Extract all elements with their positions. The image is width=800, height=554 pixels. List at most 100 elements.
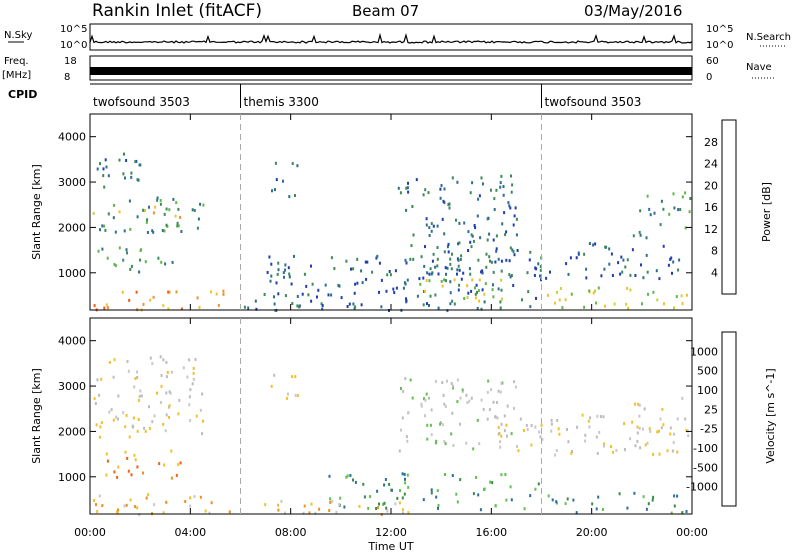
cpid-segments: twofsound 3503 themis 3300 twofsound 3503 xyxy=(93,84,641,109)
data-cell xyxy=(567,272,570,276)
data-cell xyxy=(331,499,334,503)
data-cell xyxy=(436,489,439,493)
data-cell xyxy=(123,152,125,156)
data-cell xyxy=(476,214,479,218)
data-cell xyxy=(401,472,404,476)
data-cell xyxy=(554,301,556,305)
data-cell xyxy=(199,408,202,412)
data-cell xyxy=(383,483,386,487)
data-cell xyxy=(93,499,96,502)
data-cell xyxy=(160,384,163,388)
data-cell xyxy=(354,480,357,484)
data-cell xyxy=(625,302,628,306)
data-cell xyxy=(505,423,508,427)
data-cell xyxy=(166,371,169,374)
data-cell xyxy=(420,255,423,259)
data-cell xyxy=(686,293,688,297)
data-cell xyxy=(445,279,447,283)
data-cell xyxy=(123,229,126,233)
data-cell xyxy=(165,207,168,211)
data-cell xyxy=(168,208,171,212)
data-cell xyxy=(199,495,202,499)
data-cell xyxy=(547,494,550,498)
data-cell xyxy=(425,223,428,227)
data-cell xyxy=(143,426,146,430)
data-cell xyxy=(612,450,615,454)
data-cell xyxy=(136,370,138,374)
data-cell xyxy=(539,265,542,268)
data-cell xyxy=(177,463,180,467)
data-cell xyxy=(273,373,276,377)
data-cell xyxy=(277,508,280,512)
data-cell xyxy=(191,208,194,212)
data-cell xyxy=(147,493,150,497)
data-cell xyxy=(117,417,119,421)
data-cell xyxy=(595,507,598,511)
data-cell xyxy=(305,284,308,288)
data-cell xyxy=(444,405,447,409)
data-cell xyxy=(117,465,120,469)
data-cell xyxy=(113,203,116,207)
data-cell xyxy=(286,396,289,400)
data-cell xyxy=(177,412,180,416)
y-tick-label: 2000 xyxy=(58,221,86,234)
data-cell xyxy=(601,508,604,511)
data-cell xyxy=(510,498,513,502)
data-cell xyxy=(507,201,510,205)
data-cell xyxy=(539,268,542,272)
data-cell xyxy=(611,274,614,277)
data-cell xyxy=(551,498,554,502)
data-cell xyxy=(449,291,452,295)
data-cell xyxy=(435,439,438,443)
data-cell xyxy=(412,233,415,237)
data-cell xyxy=(380,513,383,517)
data-cell xyxy=(473,286,476,290)
data-cell xyxy=(457,288,460,292)
data-cell xyxy=(567,440,570,444)
data-cell xyxy=(641,302,643,306)
data-cell xyxy=(105,165,108,169)
data-cell xyxy=(603,444,605,448)
data-cell xyxy=(492,270,495,274)
data-cell xyxy=(663,302,665,306)
data-cell xyxy=(148,205,150,209)
data-cell xyxy=(673,504,676,508)
data-cell xyxy=(118,158,121,162)
data-cell xyxy=(405,208,408,212)
data-cell xyxy=(137,398,140,402)
data-cell xyxy=(110,408,113,412)
data-cell xyxy=(170,370,173,374)
data-cell xyxy=(550,422,553,426)
data-cell xyxy=(102,167,105,171)
data-cell xyxy=(443,439,446,443)
data-cell xyxy=(409,257,412,261)
data-cell xyxy=(303,504,306,508)
data-cell xyxy=(96,378,99,382)
data-cell xyxy=(647,292,649,296)
data-cell xyxy=(681,195,684,199)
data-cell xyxy=(447,242,450,246)
data-cell xyxy=(275,281,278,285)
data-cell xyxy=(269,279,272,283)
data-cell xyxy=(165,500,168,504)
data-cell xyxy=(679,208,682,211)
data-cell xyxy=(489,259,491,263)
data-cell xyxy=(645,253,648,257)
data-cell xyxy=(180,230,183,233)
data-cell xyxy=(500,434,503,438)
data-cell xyxy=(274,188,276,192)
data-cell xyxy=(618,492,621,496)
data-cell xyxy=(139,389,142,393)
data-cell xyxy=(629,437,632,441)
data-cell xyxy=(377,506,379,510)
data-cell xyxy=(459,422,462,426)
data-cell xyxy=(499,300,502,304)
data-cell xyxy=(436,246,439,249)
beam-title: Beam 07 xyxy=(352,2,419,20)
data-cell xyxy=(310,502,313,506)
data-cell xyxy=(486,217,489,221)
data-cell xyxy=(477,258,480,262)
data-cell xyxy=(411,396,414,400)
data-cell xyxy=(371,270,374,274)
data-cell xyxy=(463,297,466,300)
